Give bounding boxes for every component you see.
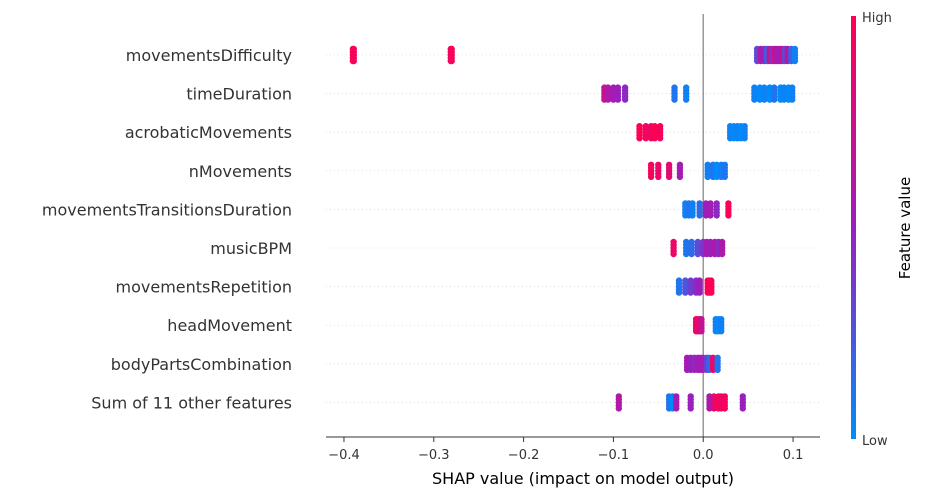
feature-label: headMovement [167,316,292,335]
data-point [698,328,705,335]
feature-label: nMovements [189,162,292,181]
data-point [696,289,703,296]
feature-label: musicBPM [210,239,292,258]
x-tick-label: −0.4 [328,448,360,463]
data-point [741,135,748,142]
x-tick-label: −0.2 [508,448,540,463]
data-point [675,289,683,296]
data-point [710,405,718,412]
x-ticks: −0.4 −0.3 −0.2 −0.1 0.0 0.1 [328,437,803,463]
feature-label: movementsDifficulty [126,46,292,65]
data-point [780,96,788,103]
data-point [766,96,773,103]
data-point [687,405,694,412]
feature-label: timeDuration [186,85,292,104]
row-guide-lines [326,54,820,403]
feature-label: acrobaticMovements [125,123,292,142]
data-point [706,405,713,412]
data-point [670,250,677,258]
data-point [791,57,799,65]
data-point [655,173,662,180]
colorbar: High Low Feature value [851,11,914,449]
data-point [636,135,643,142]
data-point [694,250,701,258]
data-point [789,96,796,103]
data-point [761,96,768,103]
data-point [447,57,454,65]
feature-labels: movementsDifficulty timeDuration acrobatic… [42,46,292,412]
colorbar-low-label: Low [862,434,888,449]
data-point [350,57,357,65]
data-point [718,250,726,258]
data-point [696,212,703,219]
feature-label: Sum of 11 other features [91,393,292,412]
feature-label: bodyPartsCombination [111,355,292,374]
feature-label: movementsTransitionsDuration [42,200,292,219]
data-point [713,212,720,219]
data-point [656,135,664,142]
data-point [688,250,695,258]
data-point [682,289,689,296]
x-tick-label: −0.1 [598,448,630,463]
colorbar-high-label: High [862,11,892,26]
colorbar-gradient [851,16,856,439]
data-point [683,250,690,258]
data-point [671,96,678,103]
x-axis-title: SHAP value (impact on model output) [432,469,734,488]
data-point [604,96,612,103]
data-point [687,289,694,296]
data-point [704,173,711,180]
data-point [673,405,680,412]
x-tick-label: 0.0 [693,448,714,463]
x-tick-label: −0.3 [418,448,450,463]
feature-label: movementsRepetition [116,278,292,297]
data-point [714,366,721,373]
data-point [665,173,673,180]
colorbar-title: Feature value [896,177,914,279]
data-point [713,173,720,180]
data-point [707,212,714,219]
data-point [721,405,728,412]
data-point [702,212,710,219]
data-point [615,405,622,412]
data-points [349,45,799,412]
data-point [771,96,778,103]
data-point [683,96,690,103]
data-point [708,289,715,296]
data-point [751,96,758,103]
data-point [647,173,655,180]
data-point [689,212,696,219]
data-point [718,328,725,335]
data-point [610,96,617,103]
data-point [614,96,622,103]
data-point [676,173,684,180]
data-point [725,212,732,219]
data-point [642,135,649,142]
data-point [739,405,746,412]
x-axis: −0.4 −0.3 −0.2 −0.1 0.0 0.1 [326,436,820,463]
data-point [709,366,717,373]
data-point [756,96,763,103]
x-tick-label: 0.1 [783,448,804,463]
data-point [621,96,629,103]
data-point [707,250,714,258]
data-point [721,173,728,180]
data-point [651,135,658,142]
